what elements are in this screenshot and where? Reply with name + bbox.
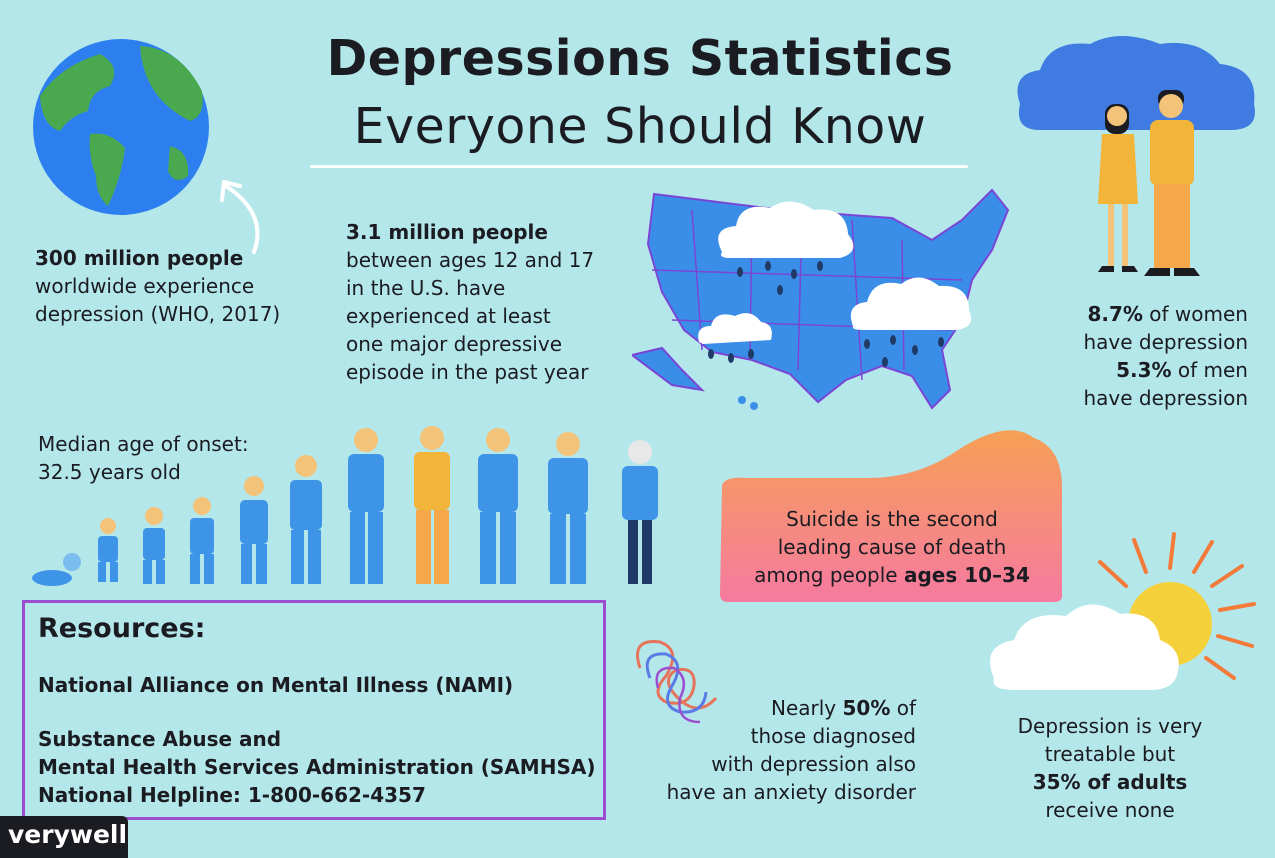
anxiety-l1-pre: Nearly bbox=[770, 696, 843, 720]
arrow-icon bbox=[220, 180, 260, 254]
suicide-line3: among people bbox=[754, 563, 904, 587]
anxiety-percent: 50% bbox=[842, 696, 891, 720]
anxiety-l1-post: of bbox=[890, 696, 916, 720]
resource-samhsa-line1[interactable]: Substance Abuse and bbox=[38, 727, 282, 751]
elderly-figure bbox=[622, 440, 658, 584]
title-line-2: Everyone Should Know bbox=[353, 98, 927, 155]
resources-box: Resources: National Alliance on Mental I… bbox=[22, 600, 606, 820]
world-stat-line2: worldwide experience bbox=[35, 274, 255, 298]
world-stat-line3: depression (WHO, 2017) bbox=[35, 302, 281, 326]
anxiety-line4: have an anxiety disorder bbox=[666, 780, 916, 804]
middle-age-figure bbox=[548, 432, 588, 584]
suicide-stat: Suicide is the second leading cause of d… bbox=[722, 505, 1062, 589]
anxiety-line2: those diagnosed bbox=[750, 724, 916, 748]
anxiety-stat: Nearly 50% of those diagnosed with depre… bbox=[628, 694, 916, 806]
treatable-stat: Depression is very treatable but 35% of … bbox=[996, 712, 1224, 824]
spiral-icon bbox=[636, 640, 718, 724]
teen-figure bbox=[290, 455, 322, 584]
resource-helpline[interactable]: National Helpline: 1-800-662-4357 bbox=[38, 783, 426, 807]
adult-highlight-figure bbox=[414, 426, 450, 584]
globe-icon bbox=[33, 39, 209, 215]
rain-cloud-icon bbox=[698, 313, 772, 363]
treatable-percent: 35% of adults bbox=[1032, 770, 1188, 794]
age-figures-icon bbox=[32, 426, 658, 586]
anxiety-line3: with depression also bbox=[711, 752, 916, 776]
women-percent: 8.7% bbox=[1087, 302, 1143, 326]
adult-figure bbox=[478, 428, 518, 584]
suicide-line2: leading cause of death bbox=[777, 535, 1007, 559]
onset-stat: Median age of onset: 32.5 years old bbox=[38, 430, 318, 486]
suicide-line1: Suicide is the second bbox=[786, 507, 998, 531]
rain-cloud-icon bbox=[850, 277, 972, 367]
resources-heading: Resources: bbox=[38, 613, 206, 644]
onset-line2: 32.5 years old bbox=[38, 460, 181, 484]
women-label: of women bbox=[1142, 302, 1248, 326]
onset-line1: Median age of onset: bbox=[38, 432, 249, 456]
men-line2: have depression bbox=[1083, 386, 1248, 410]
youth-stat-bold: 3.1 million people bbox=[346, 220, 548, 244]
youth-stat-line: in the U.S. have bbox=[346, 276, 506, 300]
title-line-1: Depressions Statistics bbox=[326, 30, 954, 87]
resource-samhsa-line2[interactable]: Mental Health Services Administration (S… bbox=[38, 755, 596, 779]
youth-stat-line: episode in the past year bbox=[346, 360, 589, 384]
men-percent: 5.3% bbox=[1116, 358, 1172, 382]
title-underline bbox=[310, 165, 968, 168]
resource-nami[interactable]: National Alliance on Mental Illness (NAM… bbox=[38, 673, 514, 697]
baby-figure bbox=[32, 553, 81, 586]
youth-stat-line: experienced at least bbox=[346, 304, 551, 328]
child-figure bbox=[190, 497, 214, 584]
rain-cloud-icon bbox=[718, 201, 854, 295]
treatable-line1: Depression is very bbox=[1017, 714, 1203, 738]
child-figure bbox=[143, 507, 165, 584]
treatable-line4: receive none bbox=[1045, 798, 1175, 822]
women-line2: have depression bbox=[1083, 330, 1248, 354]
men-label: of men bbox=[1171, 358, 1248, 382]
kid-figure bbox=[240, 476, 268, 584]
world-stat-bold: 300 million people bbox=[35, 246, 244, 270]
couple-icon bbox=[1017, 36, 1255, 276]
youth-stat: 3.1 million people between ages 12 and 1… bbox=[346, 218, 636, 386]
verywell-logo[interactable]: verywell bbox=[0, 816, 128, 858]
suicide-background bbox=[720, 430, 1062, 602]
youth-stat-line: one major depressive bbox=[346, 332, 563, 356]
sun-cloud-icon bbox=[989, 532, 1256, 690]
treatable-line2: treatable but bbox=[1044, 742, 1176, 766]
toddler-figure bbox=[98, 518, 118, 582]
gender-stat: 8.7% of women have depression 5.3% of me… bbox=[1040, 300, 1248, 412]
youth-stat-line: between ages 12 and 17 bbox=[346, 248, 595, 272]
world-stat: 300 million people worldwide experience … bbox=[35, 244, 315, 328]
suicide-ages: ages 10–34 bbox=[903, 563, 1030, 587]
young-adult-figure bbox=[348, 428, 384, 584]
